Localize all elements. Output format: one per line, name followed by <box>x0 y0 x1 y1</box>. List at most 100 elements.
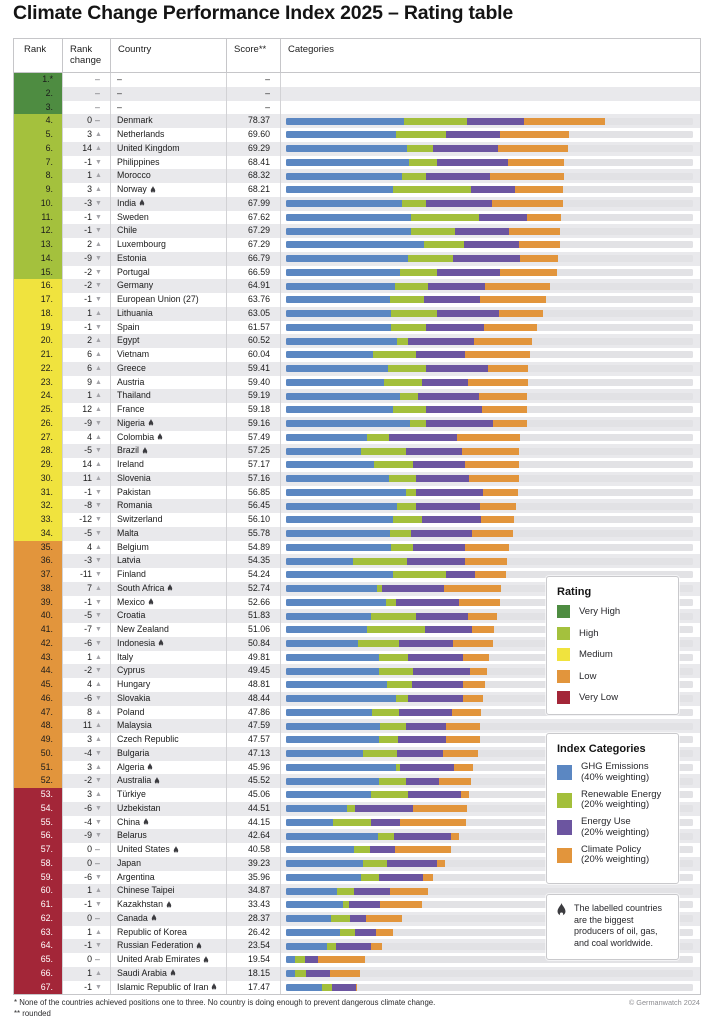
bar-track <box>286 200 693 208</box>
renewable-energy-bar-segment <box>402 200 427 208</box>
rank-change-value: -1 <box>84 940 92 951</box>
energy-use-bar-segment <box>428 282 486 290</box>
renewable-energy-bar-segment <box>367 626 425 634</box>
country-cell: Pakistan <box>110 485 226 500</box>
energy-use-bar-segment <box>399 763 454 771</box>
bar-track <box>286 653 693 661</box>
country-name: Saudi Arabia <box>117 967 167 978</box>
rank-change-value: 11 <box>82 720 92 731</box>
score-cell: 54.35 <box>226 554 280 568</box>
rank-cell: 60. <box>14 884 62 898</box>
climate-policy-bar-segment <box>463 695 483 703</box>
energy-use-bar-segment <box>399 640 453 648</box>
rank-change-up-icon: ▲ <box>95 131 102 138</box>
bar-track <box>286 942 693 950</box>
country-name: Latvia <box>117 555 141 566</box>
climate-policy-bar-segment <box>467 612 497 620</box>
table-row: 66. 1 ▲ Saudi Arabia 18.15 <box>14 966 700 981</box>
categories-bar-cell <box>280 623 700 637</box>
rank-change-up-icon: ▲ <box>95 474 102 482</box>
ghg-emissions-bar-segment <box>286 227 411 235</box>
rank-cell: 52. <box>14 774 62 788</box>
country-name: Vietnam <box>117 349 150 359</box>
rank-cell: 64. <box>14 939 62 953</box>
rank-change-value: -2 <box>84 665 92 676</box>
climate-policy-bar-segment <box>499 310 543 318</box>
bar-track <box>286 420 693 428</box>
table-row: 53. 3 ▲ Türkiye 45.06 <box>14 788 700 802</box>
categories-bar-cell <box>280 595 700 610</box>
categories-bar-cell <box>280 279 700 293</box>
energy-use-bar-segment <box>382 585 444 593</box>
country-cell: Denmark <box>110 114 226 128</box>
country-cell: India <box>110 196 226 211</box>
score-cell: 28.37 <box>226 911 280 926</box>
renewable-energy-bar-segment <box>372 351 416 359</box>
rank-cell: 17. <box>14 293 62 307</box>
rating-table: Rank Rank change Country Score** Categor… <box>13 38 701 996</box>
energy-use-bar-segment <box>410 530 473 538</box>
rank-change-down-icon: ▼ <box>95 832 102 840</box>
rank-change-cell: 1 ▲ <box>62 884 110 898</box>
categories-bar-cell <box>280 403 700 417</box>
country-cell: – <box>110 86 226 101</box>
climate-policy-bar-segment <box>394 846 452 854</box>
country-name: Portugal <box>117 266 150 277</box>
rank-change-value: -9 <box>84 417 92 428</box>
country-cell: Brazil <box>110 444 226 458</box>
categories-bar-cell <box>280 334 700 348</box>
rank-change-cell: -4 ▼ <box>62 815 110 830</box>
renewable-energy-bar-segment <box>379 667 413 675</box>
ghg-emissions-bar-segment <box>286 722 380 730</box>
renewable-energy-bar-segment <box>408 255 454 263</box>
rank-cell: 14. <box>14 251 62 266</box>
country-cell: Indonesia <box>110 636 226 651</box>
climate-policy-bar-segment <box>355 983 358 991</box>
ghg-emissions-bar-segment <box>286 708 372 716</box>
bar-track <box>286 750 693 758</box>
rank-change-cell: 14 ▲ <box>62 141 110 156</box>
categories-bar-cell <box>280 73 700 87</box>
rank-cell: 45. <box>14 678 62 692</box>
climate-policy-bar-segment <box>460 791 470 799</box>
rank-change-cell: -3 ▼ <box>62 554 110 568</box>
renewable-energy-bar-segment <box>379 777 406 785</box>
climate-policy-bar-segment <box>473 337 533 345</box>
renewable-energy-bar-segment <box>362 860 388 868</box>
rank-change-value: -6 <box>84 802 92 813</box>
rank-change-cell: -1 ▼ <box>62 293 110 307</box>
country-cell: Republic of Korea <box>110 925 226 940</box>
rank-change-cell: 6 ▲ <box>62 348 110 362</box>
table-row: 16. -2 ▼ Germany 64.91 <box>14 279 700 293</box>
rank-change-cell: -8 ▼ <box>62 499 110 513</box>
rank-cell: 23. <box>14 375 62 390</box>
score-cell: 50.84 <box>226 636 280 651</box>
rating-swatch <box>557 626 570 640</box>
table-row: 32. -8 ▼ Romania 56.45 <box>14 499 700 513</box>
rank-change-cell: -4 ▼ <box>62 746 110 761</box>
renewable-energy-bar-segment <box>410 227 456 235</box>
ghg-emissions-bar-segment <box>286 695 396 703</box>
rank-change-down-icon: ▼ <box>95 268 102 276</box>
ghg-emissions-bar-segment <box>286 516 393 524</box>
rank-change-value: 6 <box>87 349 92 359</box>
country-name: Bulgaria <box>117 747 150 758</box>
rank-change-up-icon: ▲ <box>95 887 102 895</box>
rank-change-cell: -1 ▼ <box>62 485 110 500</box>
rank-change-cell: 8 ▲ <box>62 705 110 720</box>
rank-cell: 26. <box>14 416 62 431</box>
flame-icon <box>154 776 160 785</box>
ghg-emissions-bar-segment <box>286 818 333 826</box>
climate-policy-bar-segment <box>452 640 493 648</box>
energy-use-bar-segment <box>463 241 519 249</box>
bar-track <box>286 213 693 221</box>
rank-change-down-icon: ▼ <box>95 983 102 991</box>
ghg-emissions-bar-segment <box>286 791 371 799</box>
rank-change-value: 3 <box>87 734 92 744</box>
score-cell: 61.57 <box>226 320 280 335</box>
energy-use-bar-segment <box>369 846 395 854</box>
bar-track <box>286 983 693 991</box>
ghg-emissions-bar-segment <box>286 255 409 263</box>
bar-track <box>286 117 693 125</box>
categories-bar-cell <box>280 788 700 802</box>
